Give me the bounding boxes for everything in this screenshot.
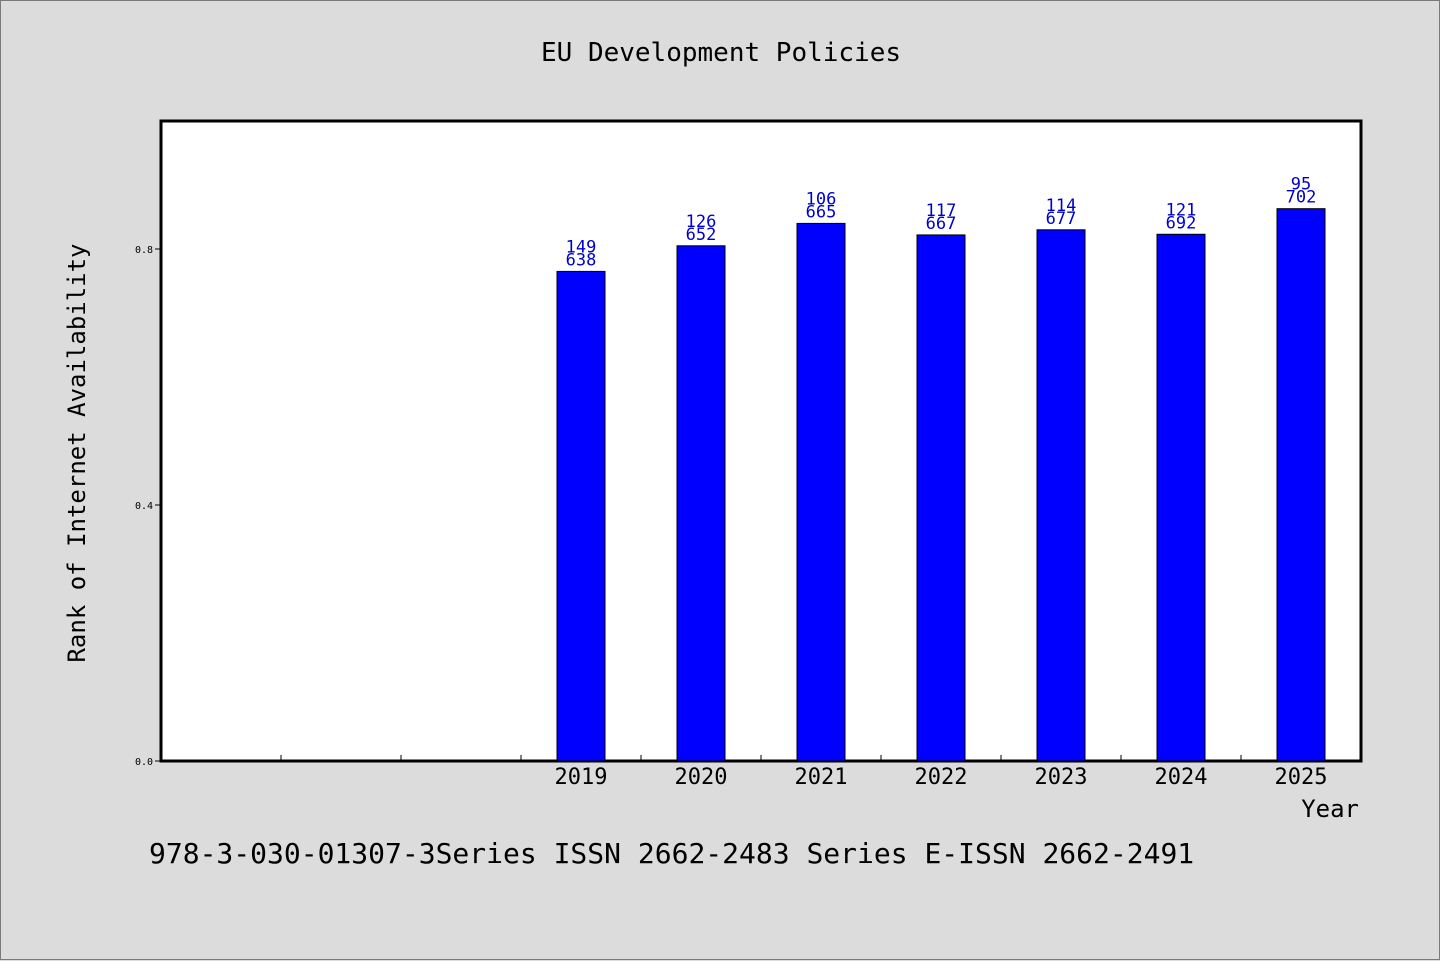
bar-data-label-bottom: 638: [566, 250, 597, 270]
x-axis-label: Year: [1301, 795, 1359, 823]
x-tick-label: 2024: [1155, 765, 1208, 790]
x-tick-label: 2019: [555, 765, 608, 790]
y-axis-label: Rank of Internet Availability: [63, 243, 91, 662]
bar-data-label-top: 117: [926, 201, 957, 221]
bar-data-label-top: 126: [686, 212, 717, 232]
bar-data-label-bottom: 702: [1286, 188, 1317, 208]
bar: [1276, 208, 1326, 762]
x-tick-label: 2020: [675, 765, 728, 790]
y-tick-label: 0.0: [135, 757, 153, 768]
bar: [916, 234, 966, 762]
x-tick-label: 2021: [795, 765, 848, 790]
x-tick-label: 2025: [1275, 765, 1328, 790]
bar: [1036, 229, 1086, 762]
footer-issn-text: 978-3-030-01307-3Series ISSN 2662-2483 S…: [149, 837, 1194, 870]
bar-data-label-bottom: 665: [806, 202, 837, 222]
chart-title: EU Development Policies: [541, 38, 901, 68]
y-tick-label: 0.4: [135, 501, 153, 512]
bar-data-label-bottom: 677: [1046, 209, 1077, 229]
bar-data-label-top: 121: [1166, 200, 1197, 220]
bar: [796, 222, 846, 762]
y-axis-ticks: 0.0 0.4 0.8: [135, 245, 161, 768]
bar-data-label-top: 106: [806, 189, 837, 209]
bar-data-label-top: 114: [1046, 196, 1077, 216]
x-axis-ticks: 2019 2020 2021 2022 2023 2024 2025: [280, 755, 1328, 790]
bar-data-label-top: 95: [1291, 175, 1311, 195]
y-tick-label: 0.8: [135, 245, 153, 256]
bar: [556, 270, 606, 762]
bar-data-label-top: 149: [566, 237, 597, 257]
x-tick-label: 2023: [1035, 765, 1088, 790]
bar-data-label-bottom: 667: [926, 214, 957, 234]
bar-data-label-bottom: 692: [1166, 213, 1197, 233]
bar: [676, 245, 726, 762]
bar: [1156, 233, 1206, 762]
x-tick-label: 2022: [915, 765, 968, 790]
bars-group: [556, 208, 1326, 762]
bar-data-label-bottom: 652: [686, 225, 717, 245]
